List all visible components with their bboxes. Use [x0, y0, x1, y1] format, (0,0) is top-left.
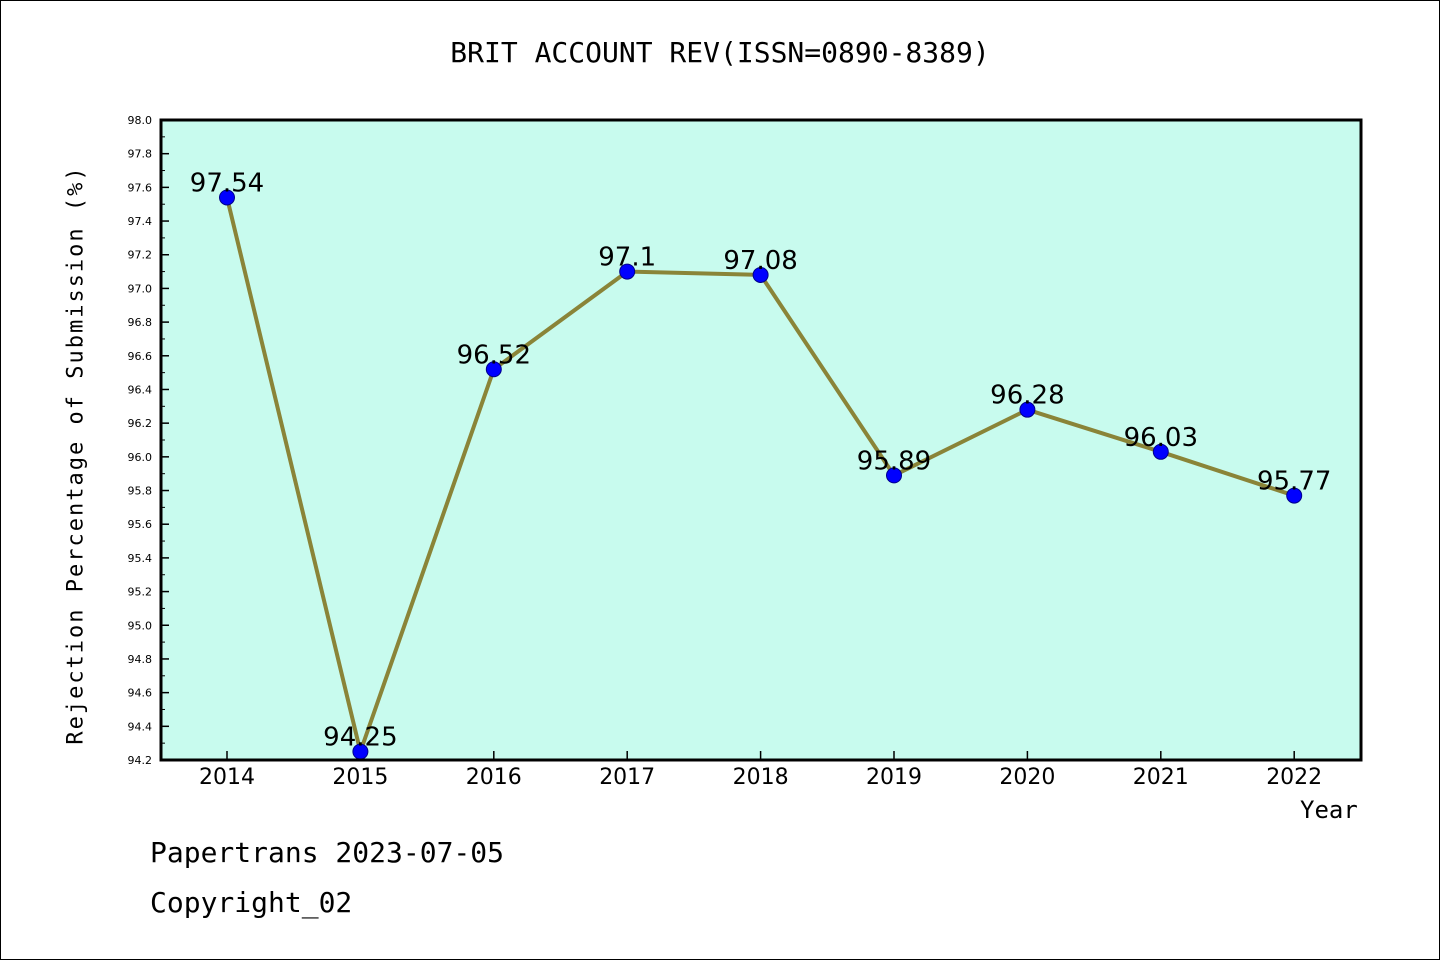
x-tick-label: 2020 [999, 765, 1055, 790]
y-tick-label: 95.4 [128, 552, 153, 565]
data-label: 94.25 [323, 723, 397, 753]
y-tick-label: 96.0 [128, 451, 153, 464]
data-label: 96.52 [457, 340, 531, 370]
y-tick-label: 98.0 [128, 114, 153, 127]
x-tick-label: 2018 [733, 765, 789, 790]
data-labels: 97.54 94.25 96.52 97.1 97.08 95.89 96.28 96.03 9… [190, 168, 1332, 752]
y-tick-label: 96.6 [128, 350, 153, 363]
y-tick-label: 95.0 [128, 619, 153, 632]
y-tick-label: 96.8 [128, 316, 153, 329]
y-tick-label: 97.0 [128, 282, 153, 295]
x-tick-label: 2015 [332, 765, 388, 790]
y-tick-label: 95.2 [128, 586, 153, 599]
data-label: 96.28 [990, 381, 1064, 411]
footer-copyright: Copyright_02 [150, 886, 353, 919]
y-tick-label: 94.4 [128, 720, 153, 733]
y-tick-label: 97.2 [128, 249, 153, 262]
y-tick-label: 94.6 [128, 687, 153, 700]
y-tick-label: 94.2 [128, 754, 153, 767]
data-label: 97.08 [723, 246, 797, 276]
y-tick-label: 97.8 [128, 148, 153, 161]
chart-title: BRIT ACCOUNT REV(ISSN=0890-8389) [450, 36, 990, 69]
x-tick-label: 2019 [866, 765, 922, 790]
x-tick-label: 2016 [466, 765, 522, 790]
x-axis-label: Year [1300, 796, 1358, 824]
y-tick-label: 95.6 [128, 518, 153, 531]
x-axis: 2014 2015 2016 2017 2018 2019 2020 2021 2022 [199, 751, 1322, 790]
data-point [1286, 487, 1303, 504]
x-tick-label: 2022 [1266, 765, 1322, 790]
data-label: 95.89 [857, 446, 931, 476]
markers [219, 189, 1303, 760]
y-tick-label: 95.8 [128, 485, 153, 498]
y-tick-label: 94.8 [128, 653, 153, 666]
y-tick-label: 97.4 [128, 215, 153, 228]
y-tick-label: 97.6 [128, 181, 153, 194]
y-tick-label: 96.4 [128, 383, 153, 396]
y-axis: 94.2 94.4 94.6 94.8 95.0 95.2 95.4 95.6 95.8 96.0… [128, 114, 169, 767]
data-label: 97.1 [598, 243, 656, 273]
data-point [1019, 401, 1036, 418]
data-point [1152, 443, 1169, 460]
x-tick-label: 2017 [599, 765, 655, 790]
data-point [485, 361, 502, 378]
x-tick-label: 2021 [1133, 765, 1189, 790]
x-tick-label: 2014 [199, 765, 255, 790]
y-tick-label: 96.2 [128, 417, 153, 430]
data-label: 95.77 [1257, 467, 1331, 497]
data-point [619, 263, 636, 280]
data-label: 97.54 [190, 168, 264, 198]
footer-date: Papertrans 2023-07-05 [150, 836, 505, 869]
data-point [219, 189, 235, 206]
data-point [886, 467, 902, 484]
data-point [752, 266, 769, 283]
plot-border [159, 118, 1363, 762]
data-label: 96.03 [1124, 423, 1198, 453]
plot-area [161, 120, 1361, 760]
